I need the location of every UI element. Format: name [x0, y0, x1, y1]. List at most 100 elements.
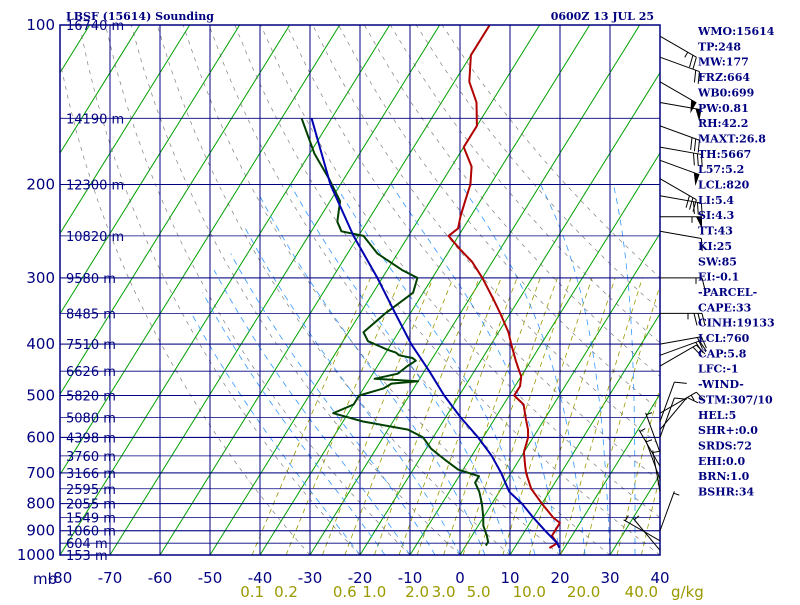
height-label: 14190 m: [66, 112, 124, 127]
stat-line: EHI:0.0: [698, 455, 745, 468]
moist-adiabat-line: [244, 227, 460, 556]
wind-barb-half-flag: [653, 451, 659, 452]
wind-barb-flag: [686, 196, 689, 208]
wind-barb-staff: [660, 57, 699, 71]
wind-barb: [660, 231, 702, 251]
stat-line: CAP:5.8: [698, 347, 747, 360]
stat-line: PW:0.81: [698, 102, 749, 115]
temperature-label: 0: [455, 569, 465, 587]
wind-barb-flag: [694, 70, 695, 82]
wind-barb-staff: [660, 126, 699, 140]
height-label: 9580 m: [66, 272, 116, 287]
wind-barb-half-flag: [646, 440, 652, 442]
height-label: 5080 m: [66, 411, 116, 426]
mixing-ratio-label: 0.2: [274, 583, 298, 600]
wind-barb-flag: [690, 55, 693, 67]
dry-adiabat-line: [131, 25, 460, 555]
stat-line: LCL:820: [698, 179, 750, 192]
stat-line: BRN:1.0: [698, 470, 750, 483]
stat-line: LCL:760: [698, 332, 750, 345]
wind-barb-half-flag: [646, 413, 652, 415]
isotherm-lines: [0, 25, 800, 555]
wind-barb-flag: [674, 382, 686, 383]
wind-barb-staff: [660, 36, 696, 57]
wind-barb-staff: [660, 398, 674, 437]
moist-adiabat-line: [203, 293, 385, 555]
stat-line: EI:-0.1: [698, 271, 739, 284]
isotherm-line: [560, 25, 800, 555]
stat-line: WMO:15614: [697, 25, 775, 38]
wind-barb-flag: [694, 139, 695, 151]
height-label: 4398 m: [66, 431, 116, 446]
wind-barb: [660, 398, 687, 437]
mixing-ratio-label: 2.0: [405, 583, 429, 600]
mixing-ratio-label: 5.0: [467, 583, 491, 600]
temperature-label: -30: [298, 569, 323, 587]
isotherm-line: [110, 25, 440, 555]
wind-barb-flag: [693, 202, 694, 214]
wind-barb-flag: [690, 198, 693, 210]
observation-time: 0600Z 13 JUL 25: [551, 10, 654, 23]
moist-adiabat-line: [290, 185, 510, 556]
isotherm-line: [760, 25, 800, 555]
wind-barb-staff: [660, 491, 674, 530]
dry-adiabat-line: [105, 25, 410, 555]
stat-line: SW:85: [698, 255, 737, 268]
stat-line: MW:177: [698, 56, 749, 69]
dry-adiabat-line: [261, 25, 710, 555]
moist-adiabat-line: [461, 185, 585, 556]
mixing-ratio-line: [529, 278, 615, 555]
stat-line: HEL:5: [698, 409, 736, 422]
wind-barb: [660, 102, 701, 121]
wind-barb-staff: [660, 397, 687, 429]
height-label: 7510 m: [66, 338, 116, 353]
moist-adiabat-line: [335, 185, 535, 556]
wind-barb-staff: [653, 450, 660, 491]
mixing-ratio-label: 1.0: [362, 583, 386, 600]
isotherm-line: [410, 25, 740, 555]
vertical-gridlines: [60, 25, 660, 555]
wind-barb: [660, 179, 696, 212]
height-label: 2595 m: [66, 483, 116, 498]
stat-line: SRDS:72: [698, 439, 752, 452]
stat-line: TP:248: [698, 40, 741, 53]
isotherm-line: [360, 25, 690, 555]
y-axis-unit-label: mb: [33, 570, 57, 588]
wind-barb-flag: [694, 313, 697, 325]
wind-barb-staff: [660, 82, 696, 103]
mixing-ratio-label: 0.6: [333, 583, 357, 600]
pressure-label: 100: [26, 16, 55, 34]
height-label: 8485 m: [66, 307, 116, 322]
stat-line: -WIND-: [698, 378, 744, 391]
wind-barb: [660, 491, 679, 530]
height-label: 12300 m: [66, 179, 124, 194]
temperature-label: -70: [98, 569, 123, 587]
mixing-ratio-line: [374, 278, 479, 555]
wind-barb: [660, 82, 696, 113]
wind-barb-half-flag: [685, 52, 688, 57]
temperature-label: -50: [198, 569, 223, 587]
height-label: 3166 m: [66, 467, 116, 482]
height-label: 10820 m: [66, 230, 124, 245]
wind-barb-flag: [691, 138, 692, 150]
wind-barb-flag: [674, 398, 686, 399]
height-label: 153 m: [66, 549, 108, 564]
stat-line: MAXT:26.8: [698, 132, 766, 145]
pressure-label: 300: [26, 269, 55, 287]
mixing-ratio-label: 0.1: [240, 583, 264, 600]
height-label: 6626 m: [66, 365, 116, 380]
isotherm-line: [260, 25, 590, 555]
wind-barb-staff: [660, 160, 699, 174]
mixing-ratio-label: 20.0: [567, 583, 600, 600]
stat-line: KI:25: [698, 240, 732, 253]
moist-adiabat-line: [614, 185, 636, 556]
stat-line: LFC:-1: [698, 363, 739, 376]
height-label: 3760 m: [66, 450, 116, 465]
moist-adiabat-line: [660, 185, 671, 556]
stat-line: BSHR:34: [698, 486, 754, 499]
mixing-ratio-unit: g/kg: [671, 583, 704, 600]
dry-adiabat-lines: [54, 25, 800, 555]
stability-indices-panel: WMO:15614TP:248MW:177FRZ:664WB0:699PW:0.…: [697, 25, 775, 499]
